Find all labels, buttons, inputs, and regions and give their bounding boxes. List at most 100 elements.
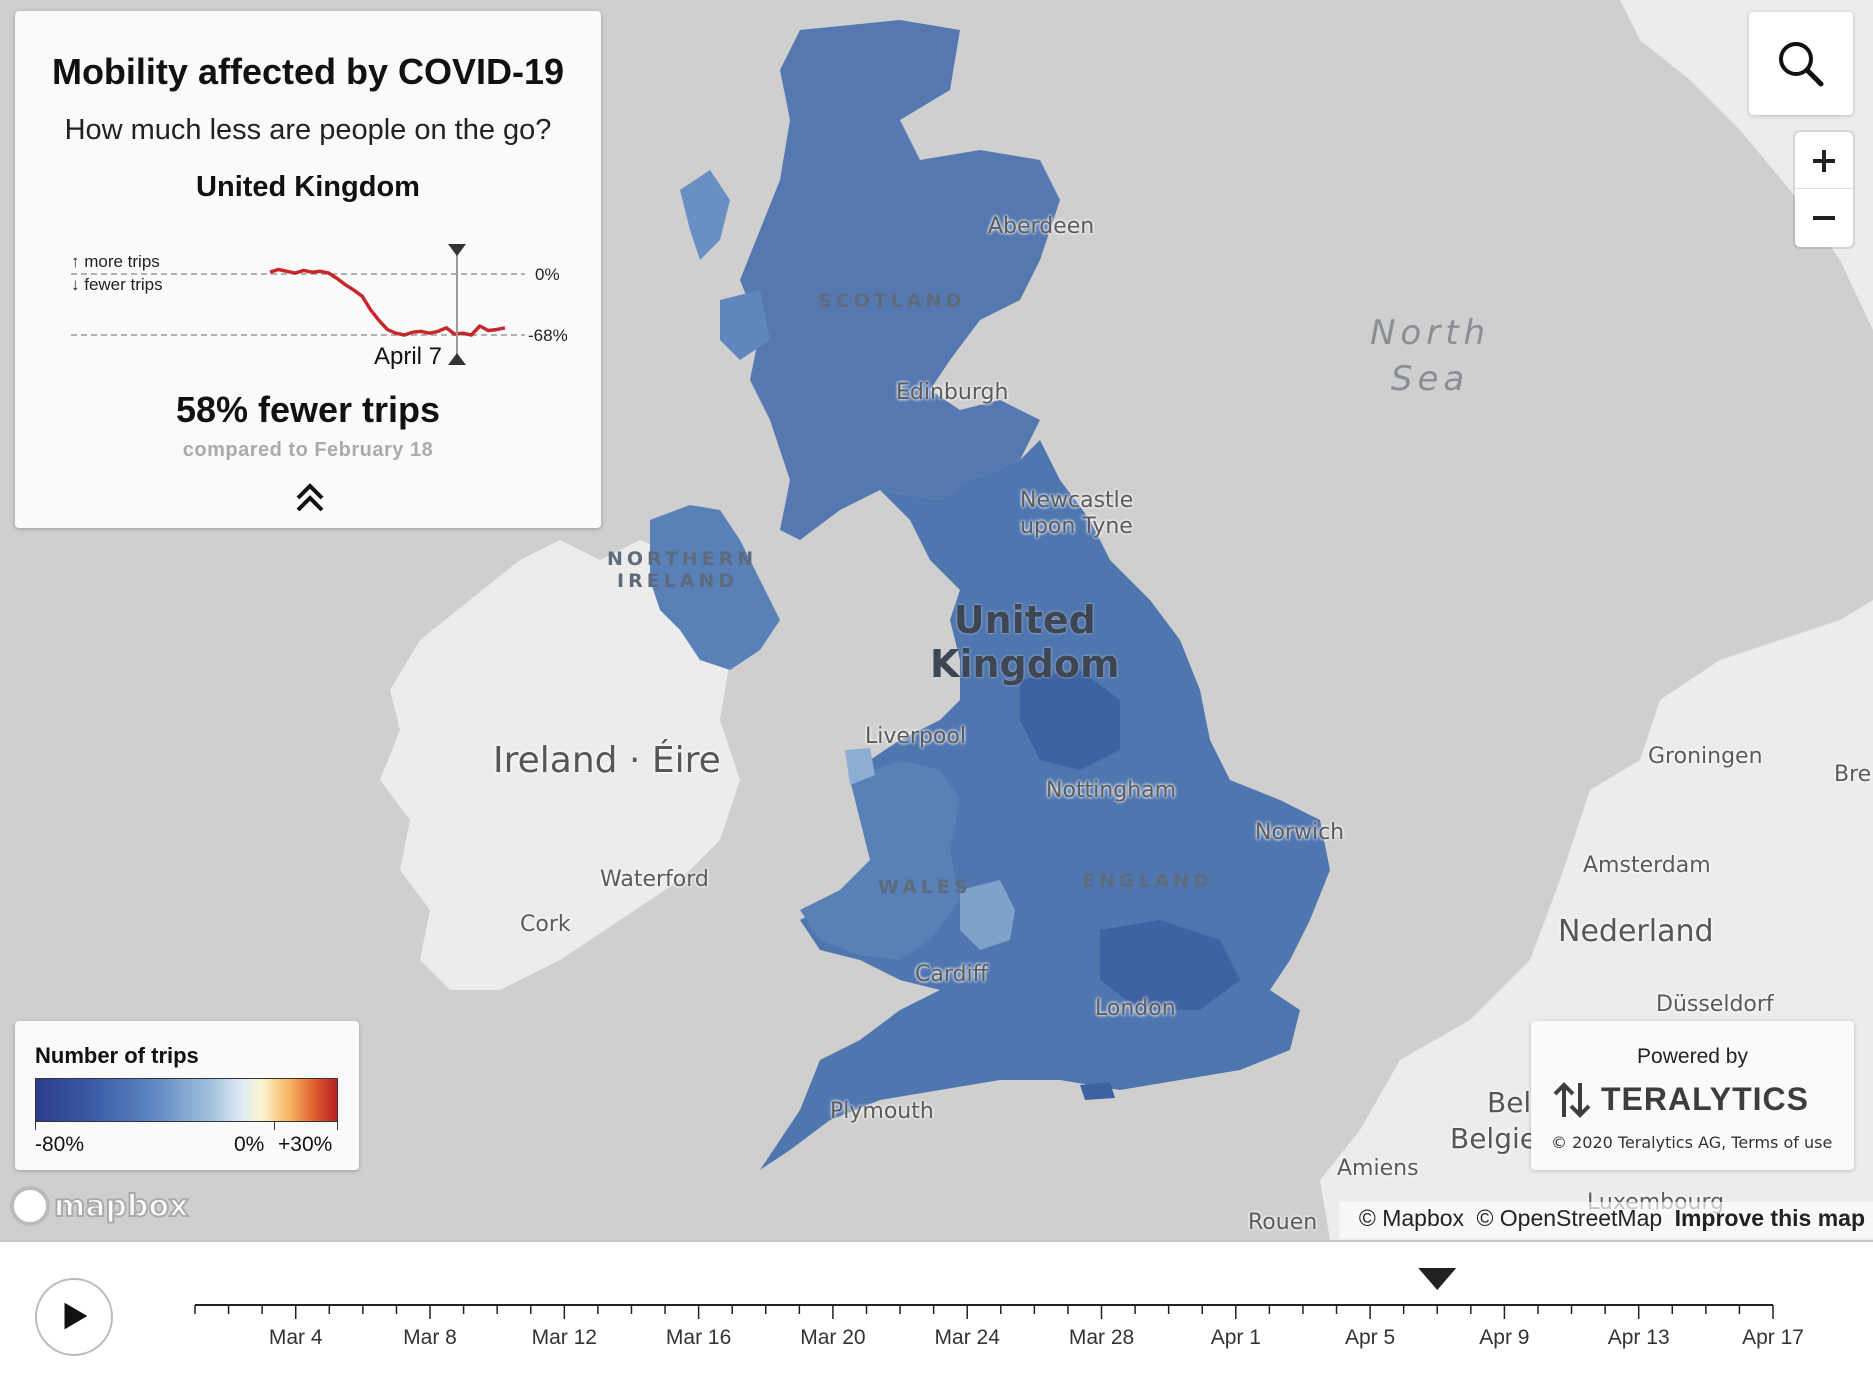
ireland-label: Ireland · Éire bbox=[493, 740, 721, 781]
panel-subtitle: How much less are people on the go? bbox=[64, 114, 552, 146]
timeline-bar: Mar 4 Mar 8 Mar 12 Mar 16 Mar 20 Mar 24 Mar 28… bbox=[0, 1240, 1873, 1377]
search-button[interactable] bbox=[1749, 12, 1853, 115]
timeline-axis[interactable] bbox=[0, 1242, 1873, 1379]
play-icon bbox=[64, 1302, 88, 1330]
zero-reference-label: 0% bbox=[535, 265, 560, 284]
city-label-amiens: Amiens bbox=[1337, 1156, 1419, 1181]
city-label-plymouth: Plymouth bbox=[830, 1099, 934, 1124]
map-view[interactable]: North Sea SCOTLAND NORTHERN IRELAND WALES … bbox=[0, 0, 1873, 1240]
legend-tick-label-min: -80% bbox=[35, 1133, 85, 1156]
teralytics-logo-icon bbox=[1553, 1082, 1591, 1118]
timeline-date-label: Mar 4 bbox=[268, 1326, 323, 1349]
england-wales-region bbox=[760, 440, 1330, 1170]
date-marker-top-triangle bbox=[448, 244, 466, 256]
teralytics-brand: TERALYTICS bbox=[1601, 1081, 1809, 1117]
mapbox-logo[interactable]: mapbox bbox=[10, 1186, 189, 1226]
midlands-dark-zone bbox=[1020, 670, 1120, 770]
nederland-label: Nederland bbox=[1558, 914, 1714, 949]
legend-tick bbox=[274, 1122, 275, 1130]
london-dark-zone bbox=[1100, 920, 1240, 1010]
city-label-dusseldorf: Düsseldorf bbox=[1656, 992, 1774, 1017]
timeline-date-label: Mar 16 bbox=[665, 1326, 732, 1349]
belgie-label-2: Belgie bbox=[1450, 1122, 1537, 1155]
copyright-terms-link[interactable]: © 2020 Teralytics AG, Terms of use bbox=[1551, 1133, 1833, 1152]
bottom-reference-label: -68% bbox=[528, 326, 568, 345]
city-label-cork: Cork bbox=[520, 912, 571, 937]
comparison-baseline-text: compared to February 18 bbox=[182, 439, 434, 461]
legend-tick bbox=[337, 1122, 338, 1130]
skye bbox=[720, 290, 770, 360]
timeline-date-label: Mar 8 bbox=[403, 1326, 457, 1349]
city-label-groningen: Groningen bbox=[1648, 744, 1763, 769]
city-label-newcastle: Newcastle upon Tyne bbox=[1020, 488, 1134, 539]
england-label: ENGLAND bbox=[1082, 870, 1213, 892]
double-chevron-up-icon[interactable] bbox=[290, 476, 330, 516]
mapbox-attribution-link[interactable]: © Mapbox bbox=[1358, 1205, 1465, 1231]
city-label-rouen: Rouen bbox=[1248, 1210, 1318, 1235]
city-label-amsterdam: Amsterdam bbox=[1583, 853, 1711, 878]
mobility-info-panel: Mobility affected by COVID-19 How much l… bbox=[15, 11, 601, 528]
legend-tick bbox=[35, 1122, 36, 1130]
sparkline-chart[interactable]: ↑ more trips ↓ fewer trips 0% -68% April… bbox=[55, 226, 585, 376]
city-label-aberdeen: Aberdeen bbox=[988, 214, 1095, 239]
timeline-date-label: Apr 5 bbox=[1344, 1326, 1396, 1349]
city-label-london: London bbox=[1095, 996, 1176, 1021]
timeline-date-label: Apr 17 bbox=[1742, 1326, 1804, 1349]
timeline-date-label: Mar 28 bbox=[1068, 1326, 1135, 1349]
timeline-date-label: Mar 24 bbox=[934, 1326, 1000, 1349]
wales-label: WALES bbox=[878, 876, 972, 898]
mapbox-wordmark: mapbox bbox=[53, 1188, 189, 1225]
city-label-cardiff: Cardiff bbox=[915, 962, 988, 987]
selected-region-name: United Kingdom bbox=[196, 171, 420, 203]
city-label-liverpool: Liverpool bbox=[865, 724, 966, 749]
anglesey bbox=[845, 748, 875, 785]
sparkline-series-line bbox=[269, 267, 506, 337]
legend-tick-label-max: +30% bbox=[278, 1133, 333, 1156]
legend-color-ramp bbox=[35, 1078, 338, 1122]
north-sea-label: North Sea bbox=[1370, 313, 1491, 399]
zoom-out-button[interactable] bbox=[1795, 190, 1853, 247]
trips-change-headline: 58% fewer trips bbox=[175, 389, 441, 430]
uk-label: United Kingdom bbox=[930, 598, 1120, 686]
timeline-date-label: Apr 1 bbox=[1210, 1326, 1261, 1349]
scotland-label: SCOTLAND bbox=[818, 290, 966, 312]
minus-icon bbox=[1813, 216, 1835, 220]
legend-tick-label-zero: 0% bbox=[234, 1133, 265, 1156]
city-label-waterford: Waterford bbox=[600, 867, 709, 892]
date-marker-bottom-triangle bbox=[448, 353, 466, 365]
legend-title: Number of trips bbox=[35, 1043, 199, 1068]
selected-date-label: April 7 bbox=[374, 343, 442, 370]
western-isles bbox=[680, 170, 730, 260]
zoom-in-button[interactable] bbox=[1795, 132, 1853, 189]
powered-by-panel: Powered by TERALYTICS © 2020 Teralytics … bbox=[1531, 1021, 1854, 1170]
more-trips-label: ↑ more trips bbox=[71, 252, 160, 271]
city-label-edinburgh: Edinburgh bbox=[896, 380, 1009, 405]
search-icon bbox=[1779, 42, 1824, 87]
city-label-bre: Bre bbox=[1834, 762, 1872, 787]
fewer-trips-label: ↓ fewer trips bbox=[71, 275, 163, 294]
panel-title: Mobility affected by COVID-19 bbox=[51, 51, 565, 92]
northern-ireland-label: NORTHERN IRELAND bbox=[607, 548, 758, 592]
city-label-norwich: Norwich bbox=[1255, 820, 1345, 845]
color-legend: Number of trips -80% 0% +30% bbox=[15, 1021, 359, 1170]
light-county bbox=[960, 880, 1015, 950]
timeline-selected-marker[interactable] bbox=[1418, 1268, 1457, 1290]
map-attribution: © Mapbox © OpenStreetMap Improve this ma… bbox=[1338, 1202, 1873, 1238]
powered-by-label: Powered by bbox=[1637, 1045, 1748, 1068]
mapbox-logo-icon bbox=[10, 1186, 50, 1226]
plus-icon bbox=[1813, 150, 1835, 172]
osm-attribution-link[interactable]: © OpenStreetMap bbox=[1476, 1205, 1663, 1231]
scotland-region bbox=[740, 20, 1060, 540]
northern-ireland-region bbox=[650, 505, 780, 670]
city-label-nottingham: Nottingham bbox=[1046, 778, 1177, 803]
play-button[interactable] bbox=[35, 1278, 113, 1356]
improve-map-link[interactable]: Improve this map bbox=[1674, 1205, 1865, 1231]
timeline-date-label: Apr 9 bbox=[1479, 1326, 1530, 1349]
timeline-date-label: Mar 12 bbox=[531, 1326, 597, 1349]
timeline-date-label: Apr 13 bbox=[1607, 1326, 1670, 1349]
wales-region bbox=[800, 760, 960, 960]
zoom-controls bbox=[1795, 132, 1853, 247]
ireland-land bbox=[380, 540, 740, 990]
isle-of-wight bbox=[1080, 1082, 1115, 1100]
timeline-date-label: Mar 20 bbox=[800, 1326, 866, 1349]
